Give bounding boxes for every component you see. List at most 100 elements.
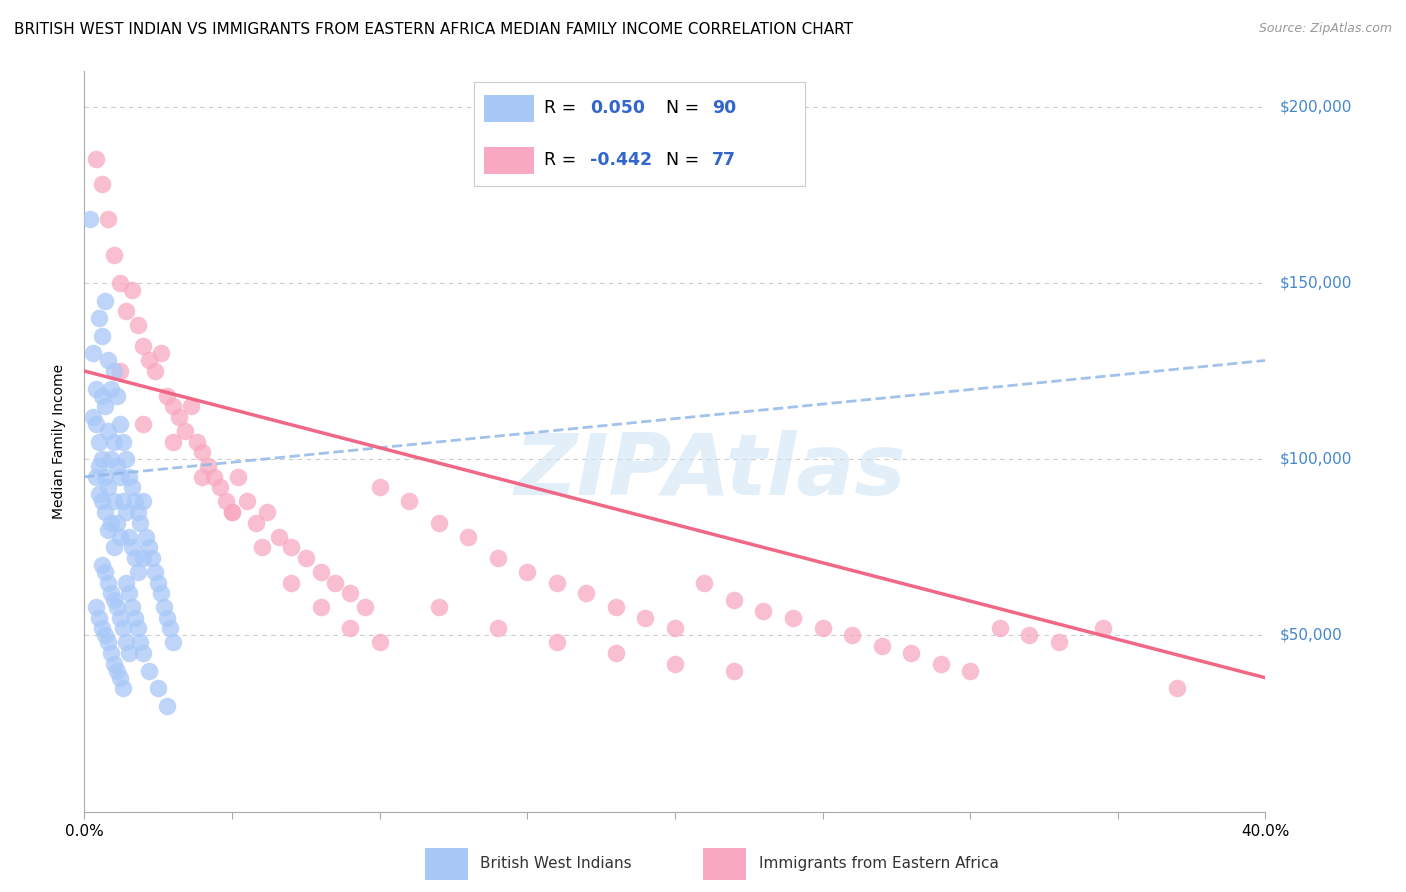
Point — [870, 639, 893, 653]
Point — [138, 353, 160, 368]
Point — [138, 541, 160, 555]
Point — [354, 600, 377, 615]
Text: $150,000: $150,000 — [1279, 276, 1351, 291]
Point — [111, 434, 134, 449]
Point — [129, 516, 152, 530]
Point — [132, 339, 155, 353]
Point — [108, 364, 131, 378]
Point — [368, 480, 391, 494]
Point — [159, 621, 181, 635]
Point — [100, 586, 122, 600]
Point — [103, 434, 125, 449]
Point — [111, 494, 134, 508]
Y-axis label: Median Family Income: Median Family Income — [52, 364, 66, 519]
Point — [368, 635, 391, 649]
Point — [100, 382, 122, 396]
Point — [664, 657, 686, 671]
Point — [141, 550, 163, 565]
Point — [398, 494, 420, 508]
Point — [82, 346, 104, 360]
Point — [929, 657, 952, 671]
Point — [162, 635, 184, 649]
Point — [97, 353, 120, 368]
Point — [309, 600, 332, 615]
Point — [94, 565, 117, 579]
Point — [1166, 681, 1188, 696]
Point — [97, 480, 120, 494]
Point — [1047, 635, 1070, 649]
Point — [841, 628, 863, 642]
Point — [84, 417, 107, 431]
Point — [114, 575, 136, 590]
Point — [124, 611, 146, 625]
Point — [97, 523, 120, 537]
Point — [118, 586, 141, 600]
Point — [723, 664, 745, 678]
Point — [132, 417, 155, 431]
Point — [105, 664, 128, 678]
Point — [150, 586, 173, 600]
Point — [135, 530, 157, 544]
Point — [162, 434, 184, 449]
Point — [221, 505, 243, 519]
Point — [127, 621, 149, 635]
Point — [191, 470, 214, 484]
Point — [100, 516, 122, 530]
Point — [129, 635, 152, 649]
Point — [108, 470, 131, 484]
Point — [118, 530, 141, 544]
Point — [723, 593, 745, 607]
Point — [87, 459, 111, 474]
Point — [124, 494, 146, 508]
Text: BRITISH WEST INDIAN VS IMMIGRANTS FROM EASTERN AFRICA MEDIAN FAMILY INCOME CORRE: BRITISH WEST INDIAN VS IMMIGRANTS FROM E… — [14, 22, 853, 37]
Point — [575, 586, 598, 600]
Point — [108, 611, 131, 625]
Point — [108, 530, 131, 544]
Point — [339, 586, 361, 600]
Point — [114, 505, 136, 519]
Point — [486, 550, 509, 565]
Point — [87, 487, 111, 501]
Point — [108, 276, 131, 290]
Text: $100,000: $100,000 — [1279, 451, 1351, 467]
Point — [173, 424, 195, 438]
Point — [87, 311, 111, 326]
Point — [546, 575, 568, 590]
Point — [127, 318, 149, 333]
Point — [634, 611, 657, 625]
Text: Immigrants from Eastern Africa: Immigrants from Eastern Africa — [759, 855, 998, 871]
Point — [97, 212, 120, 227]
Text: $200,000: $200,000 — [1279, 99, 1351, 114]
Text: $50,000: $50,000 — [1279, 628, 1343, 643]
Point — [280, 541, 302, 555]
Point — [91, 328, 114, 343]
Point — [269, 530, 291, 544]
Point — [94, 628, 117, 642]
Point — [900, 646, 922, 660]
Point — [209, 480, 232, 494]
Point — [118, 470, 141, 484]
Point — [91, 494, 114, 508]
Point — [959, 664, 981, 678]
Point — [988, 621, 1011, 635]
Point — [108, 671, 131, 685]
Point — [280, 575, 302, 590]
Point — [605, 646, 627, 660]
Point — [1092, 621, 1115, 635]
Point — [103, 593, 125, 607]
Point — [693, 575, 716, 590]
Point — [114, 635, 136, 649]
Point — [156, 611, 179, 625]
Point — [457, 530, 479, 544]
Point — [79, 212, 101, 227]
Point — [121, 541, 143, 555]
Point — [94, 293, 117, 308]
Point — [84, 382, 107, 396]
Point — [138, 664, 160, 678]
Point — [105, 389, 128, 403]
Point — [97, 635, 120, 649]
Point — [94, 470, 117, 484]
Text: Source: ZipAtlas.com: Source: ZipAtlas.com — [1258, 22, 1392, 36]
Point — [250, 541, 273, 555]
Point — [427, 516, 450, 530]
